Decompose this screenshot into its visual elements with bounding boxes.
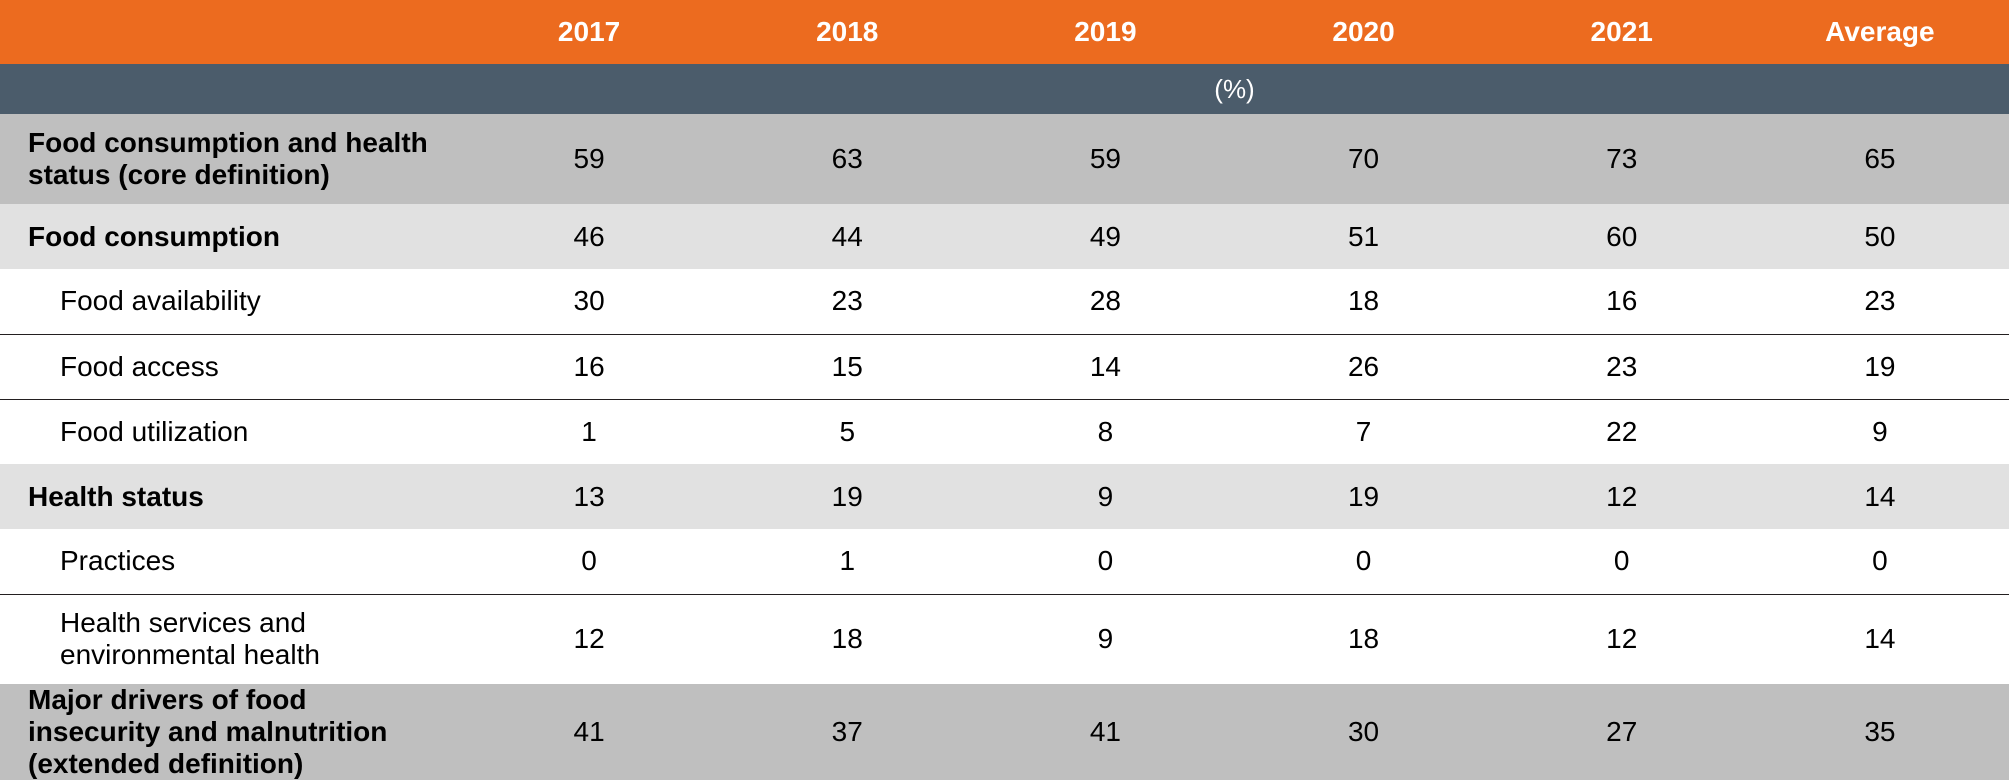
row-value: 13 [460, 464, 718, 529]
row-value: 12 [1493, 464, 1751, 529]
row-value: 23 [1751, 269, 2009, 334]
row-value: 16 [1493, 269, 1751, 334]
row-value: 37 [718, 684, 976, 780]
unit-label: (%) [460, 74, 2009, 105]
table-row: Major drivers of food insecurity and mal… [0, 684, 2009, 780]
header-col: 2021 [1493, 0, 1751, 64]
row-value: 30 [1234, 684, 1492, 780]
row-value: 28 [976, 269, 1234, 334]
row-value: 41 [460, 684, 718, 780]
row-value: 73 [1493, 114, 1751, 204]
header-col: Average [1751, 0, 2009, 64]
row-value: 23 [718, 269, 976, 334]
row-value: 65 [1751, 114, 2009, 204]
row-value: 18 [718, 594, 976, 684]
row-value: 46 [460, 204, 718, 269]
data-table: 2017 2018 2019 2020 2021 Average (%) Foo… [0, 0, 2009, 780]
row-value: 12 [1493, 594, 1751, 684]
row-value: 60 [1493, 204, 1751, 269]
row-value: 15 [718, 334, 976, 399]
row-value: 35 [1751, 684, 2009, 780]
row-value: 12 [460, 594, 718, 684]
header-blank [0, 0, 460, 64]
row-value: 22 [1493, 399, 1751, 464]
row-value: 1 [460, 399, 718, 464]
row-value: 19 [1751, 334, 2009, 399]
row-label: Food consumption [0, 204, 460, 269]
row-label: Major drivers of food insecurity and mal… [0, 684, 460, 780]
row-value: 0 [1234, 529, 1492, 594]
row-value: 18 [1234, 594, 1492, 684]
table-body: Food consumption and health status (core… [0, 114, 2009, 780]
row-value: 19 [718, 464, 976, 529]
table-row: Food utilization1587229 [0, 399, 2009, 464]
row-value: 0 [460, 529, 718, 594]
row-value: 44 [718, 204, 976, 269]
table-row: Food access161514262319 [0, 334, 2009, 399]
row-value: 59 [460, 114, 718, 204]
table-row: Health services and environmental health… [0, 594, 2009, 684]
row-value: 9 [976, 594, 1234, 684]
row-value: 0 [1493, 529, 1751, 594]
row-value: 14 [1751, 464, 2009, 529]
row-label: Food utilization [0, 399, 460, 464]
row-value: 30 [460, 269, 718, 334]
row-value: 14 [976, 334, 1234, 399]
row-value: 63 [718, 114, 976, 204]
row-value: 23 [1493, 334, 1751, 399]
row-value: 26 [1234, 334, 1492, 399]
table-row: Food consumption464449516050 [0, 204, 2009, 269]
unit-row: (%) [0, 64, 2009, 114]
row-label: Health status [0, 464, 460, 529]
header-row: 2017 2018 2019 2020 2021 Average [0, 0, 2009, 64]
row-value: 59 [976, 114, 1234, 204]
table-row: Food consumption and health status (core… [0, 114, 2009, 204]
row-value: 5 [718, 399, 976, 464]
header-col: 2019 [976, 0, 1234, 64]
header-col: 2020 [1234, 0, 1492, 64]
row-value: 0 [1751, 529, 2009, 594]
row-value: 7 [1234, 399, 1492, 464]
row-value: 16 [460, 334, 718, 399]
row-value: 0 [976, 529, 1234, 594]
row-value: 9 [1751, 399, 2009, 464]
row-value: 70 [1234, 114, 1492, 204]
row-value: 9 [976, 464, 1234, 529]
table-row: Health status13199191214 [0, 464, 2009, 529]
row-value: 49 [976, 204, 1234, 269]
row-value: 51 [1234, 204, 1492, 269]
row-label: Food availability [0, 269, 460, 334]
row-value: 1 [718, 529, 976, 594]
row-label: Health services and environmental health [0, 594, 460, 684]
row-value: 19 [1234, 464, 1492, 529]
row-value: 14 [1751, 594, 2009, 684]
row-label: Practices [0, 529, 460, 594]
row-value: 50 [1751, 204, 2009, 269]
row-value: 27 [1493, 684, 1751, 780]
row-value: 41 [976, 684, 1234, 780]
row-value: 8 [976, 399, 1234, 464]
row-label: Food access [0, 334, 460, 399]
row-label: Food consumption and health status (core… [0, 114, 460, 204]
table-row: Food availability302328181623 [0, 269, 2009, 334]
header-col: 2018 [718, 0, 976, 64]
header-col: 2017 [460, 0, 718, 64]
table-row: Practices010000 [0, 529, 2009, 594]
row-value: 18 [1234, 269, 1492, 334]
